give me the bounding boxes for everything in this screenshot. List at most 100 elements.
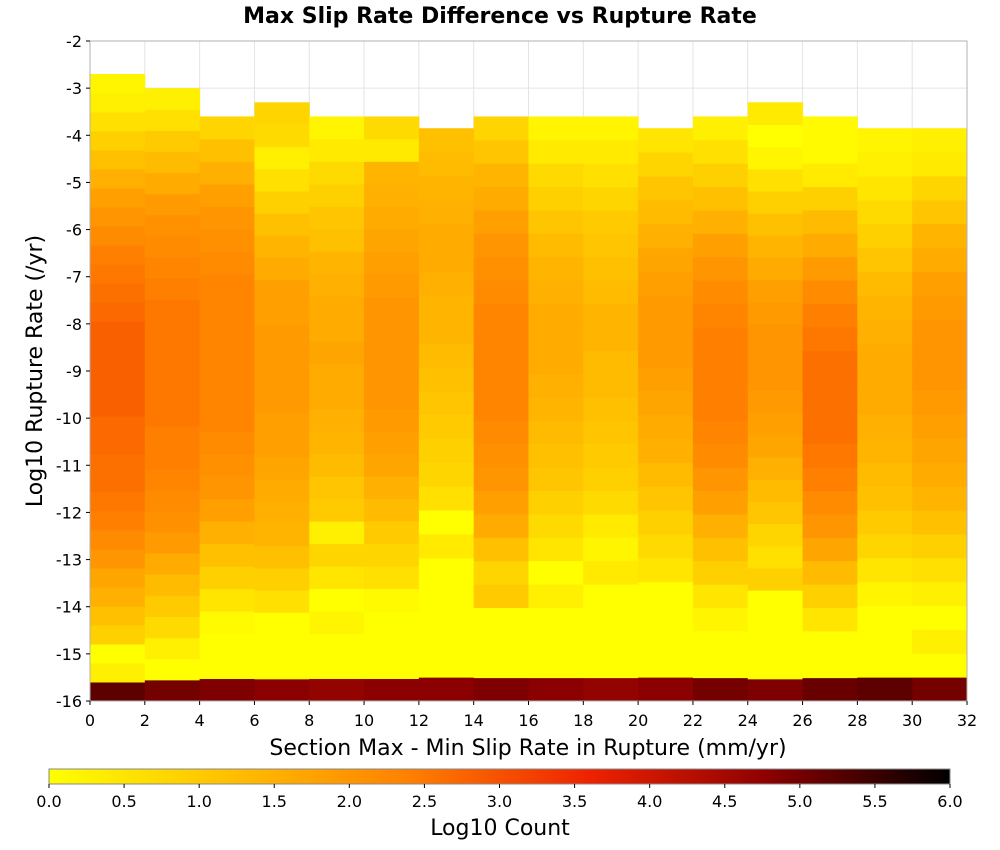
heatmap-cell bbox=[144, 257, 201, 279]
heatmap-cell bbox=[144, 595, 201, 617]
heatmap-cell bbox=[528, 490, 584, 515]
heatmap-cell bbox=[583, 584, 639, 608]
heatmap-cell bbox=[309, 431, 365, 455]
heatmap-cell bbox=[144, 531, 201, 554]
heatmap-cell bbox=[747, 434, 804, 458]
heatmap-cell bbox=[747, 235, 804, 259]
heatmap-cell bbox=[144, 553, 201, 575]
heatmap-cell bbox=[364, 138, 420, 162]
x-axis-label: Section Max - Min Slip Rate in Rupture (… bbox=[269, 736, 786, 761]
y-tick-label: -7 bbox=[66, 268, 82, 287]
heatmap-cells bbox=[90, 74, 968, 702]
heatmap-cell bbox=[473, 350, 529, 375]
colorbar-label: Log10 Count bbox=[430, 816, 570, 841]
x-tick-label: 28 bbox=[847, 711, 867, 730]
heatmap-cell bbox=[638, 319, 694, 344]
heatmap-cell bbox=[254, 678, 310, 702]
x-tick-label: 18 bbox=[573, 711, 593, 730]
heatmap-cell bbox=[747, 678, 804, 702]
heatmap-cell bbox=[199, 498, 255, 522]
heatmap-cell bbox=[802, 584, 858, 608]
heatmap-cell bbox=[254, 479, 310, 502]
heatmap-cell bbox=[364, 633, 420, 657]
heatmap-cell bbox=[857, 533, 913, 559]
x-tick-label: 14 bbox=[464, 711, 484, 730]
heatmap-cell bbox=[364, 408, 420, 432]
y-tick-label: -5 bbox=[66, 173, 82, 192]
heatmap-cell bbox=[364, 611, 420, 635]
heatmap-cell bbox=[90, 131, 146, 151]
heatmap-cell bbox=[857, 128, 913, 153]
y-tick-label: -14 bbox=[56, 598, 82, 617]
heatmap-cell bbox=[90, 511, 146, 531]
heatmap-cell bbox=[638, 295, 694, 320]
heatmap-cell bbox=[199, 363, 255, 387]
heatmap-cell bbox=[583, 630, 639, 655]
x-tick-label: 2 bbox=[140, 711, 150, 730]
heatmap-cell bbox=[364, 386, 420, 410]
heatmap-cell bbox=[90, 150, 146, 170]
heatmap-cell bbox=[254, 457, 310, 480]
heatmap-cell bbox=[692, 350, 749, 375]
heatmap-cell bbox=[528, 186, 584, 211]
heatmap-cell bbox=[583, 139, 639, 164]
heatmap-cell bbox=[638, 128, 694, 153]
heatmap-cell bbox=[418, 510, 475, 535]
heatmap-cell bbox=[90, 74, 146, 94]
heatmap-cell bbox=[583, 397, 639, 421]
y-tick-label: -3 bbox=[66, 79, 82, 98]
heatmap-cell bbox=[802, 490, 858, 515]
heatmap-cell bbox=[857, 343, 913, 368]
heatmap-cell bbox=[364, 363, 420, 387]
heatmap-cell bbox=[638, 486, 694, 511]
heatmap-cell bbox=[254, 168, 310, 192]
heatmap-cell bbox=[473, 209, 529, 234]
heatmap-cell bbox=[747, 257, 804, 281]
y-tick-label: -8 bbox=[66, 315, 82, 334]
heatmap-cell bbox=[309, 656, 365, 680]
heatmap-cell bbox=[473, 303, 529, 328]
y-tick-label: -11 bbox=[56, 456, 82, 475]
heatmap-cell bbox=[802, 303, 858, 328]
heatmap-cell bbox=[144, 193, 201, 216]
heatmap-cell bbox=[747, 656, 804, 680]
heatmap-cell bbox=[309, 183, 365, 207]
heatmap-cell bbox=[144, 362, 201, 385]
heatmap-cell bbox=[309, 611, 365, 635]
heatmap-cell bbox=[692, 116, 749, 141]
heatmap-cell bbox=[418, 557, 475, 583]
heatmap-cell bbox=[418, 152, 475, 177]
heatmap-cell bbox=[802, 116, 858, 141]
heatmap-cell bbox=[364, 341, 420, 365]
heatmap-cell bbox=[199, 161, 255, 185]
heatmap-cell bbox=[692, 186, 749, 211]
heatmap-cell bbox=[254, 235, 310, 259]
y-tick-label: -10 bbox=[56, 409, 82, 428]
heatmap-cell bbox=[473, 584, 529, 608]
heatmap-cell bbox=[90, 587, 146, 607]
heatmap-cell bbox=[254, 612, 310, 635]
heatmap-cell bbox=[747, 479, 804, 502]
heatmap-cell bbox=[90, 321, 146, 341]
heatmap-cell bbox=[144, 658, 201, 681]
heatmap-cell bbox=[802, 560, 858, 585]
heatmap-cell bbox=[583, 654, 639, 679]
heatmap-cell bbox=[857, 653, 913, 678]
heatmap-cell bbox=[912, 557, 968, 583]
heatmap-cell bbox=[528, 116, 584, 141]
heatmap-cell bbox=[638, 390, 694, 416]
heatmap-cell bbox=[802, 209, 858, 234]
heatmap-cell bbox=[747, 612, 804, 635]
heatmap-cell bbox=[802, 443, 858, 468]
heatmap-cell bbox=[857, 677, 913, 702]
heatmap-cell bbox=[638, 152, 694, 177]
heatmap-cell bbox=[254, 301, 310, 325]
heatmap-cell bbox=[309, 498, 365, 522]
heatmap-cell bbox=[802, 373, 858, 398]
heatmap-cell bbox=[802, 607, 858, 632]
heatmap-cell bbox=[802, 513, 858, 538]
heatmap-cell bbox=[747, 368, 804, 392]
heatmap-cell bbox=[747, 390, 804, 414]
heatmap-cell bbox=[418, 605, 475, 630]
